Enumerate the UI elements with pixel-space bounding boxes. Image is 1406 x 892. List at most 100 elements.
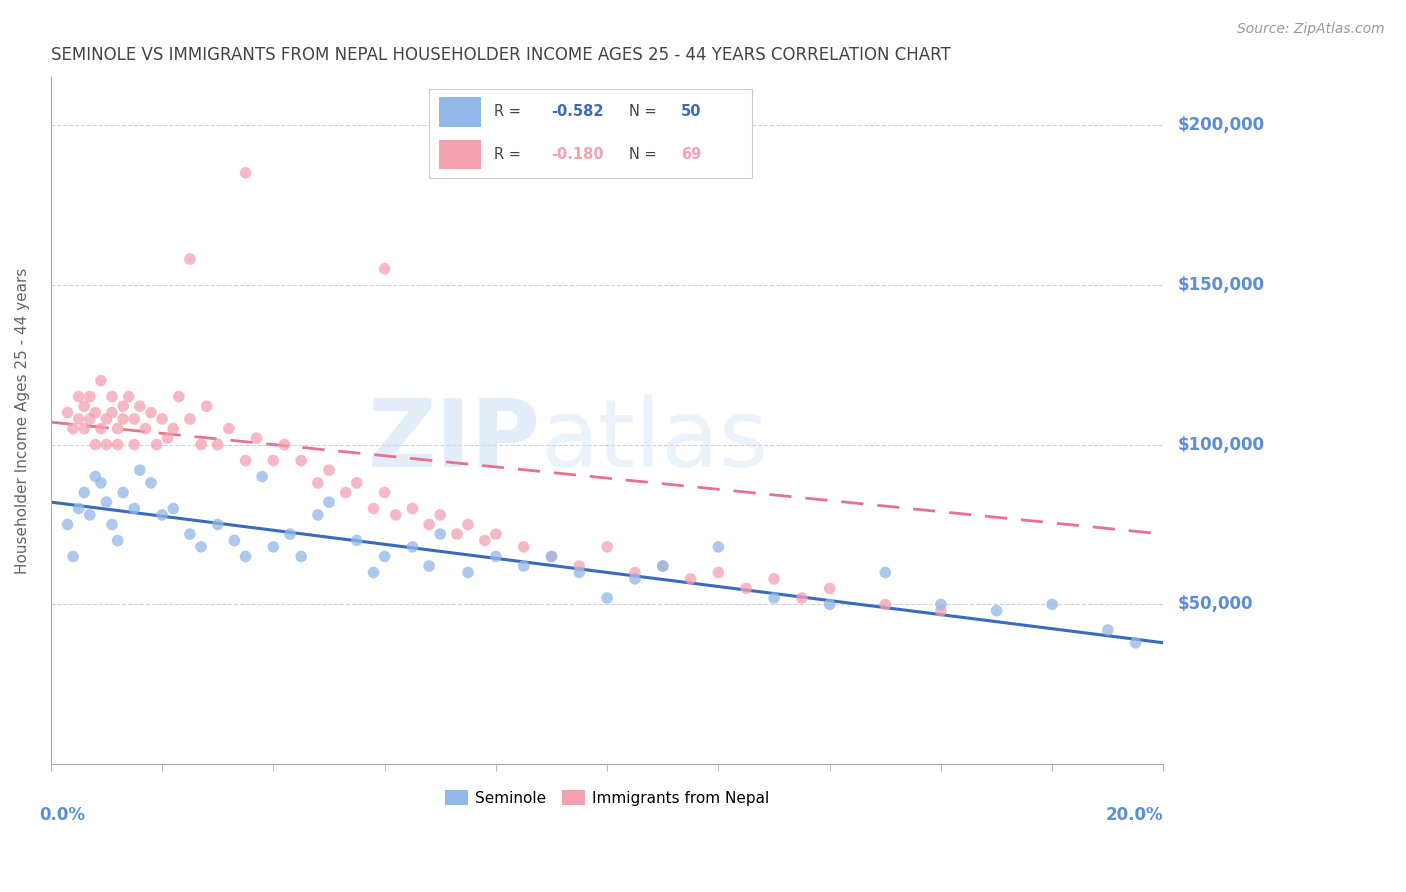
Point — [162, 421, 184, 435]
Text: $100,000: $100,000 — [1177, 435, 1264, 453]
Point — [363, 566, 385, 580]
Text: R =: R = — [494, 104, 520, 120]
Point — [1125, 636, 1147, 650]
Text: 50: 50 — [681, 104, 702, 120]
Point — [79, 390, 101, 404]
Point — [929, 598, 952, 612]
Point — [346, 533, 368, 548]
Point — [262, 453, 284, 467]
Point — [118, 390, 141, 404]
Point — [84, 469, 107, 483]
Point — [540, 549, 562, 564]
Point — [986, 604, 1008, 618]
Point — [401, 540, 423, 554]
Point — [56, 406, 79, 420]
Point — [818, 598, 841, 612]
Text: -0.180: -0.180 — [551, 147, 605, 162]
Point — [134, 421, 156, 435]
Point — [474, 533, 496, 548]
Point — [67, 412, 90, 426]
Point — [139, 406, 162, 420]
Point — [112, 399, 135, 413]
Point — [246, 431, 269, 445]
Point — [252, 469, 274, 483]
Point — [84, 437, 107, 451]
Text: -0.582: -0.582 — [551, 104, 605, 120]
Point — [79, 412, 101, 426]
Point — [128, 463, 150, 477]
Point — [707, 566, 730, 580]
Point — [735, 582, 758, 596]
Point — [195, 399, 218, 413]
Point — [707, 540, 730, 554]
Text: N =: N = — [630, 104, 657, 120]
Point — [67, 390, 90, 404]
Point — [90, 374, 112, 388]
Point — [79, 508, 101, 522]
Text: ZIP: ZIP — [367, 395, 540, 487]
Point — [150, 412, 173, 426]
Point — [96, 437, 118, 451]
Text: Source: ZipAtlas.com: Source: ZipAtlas.com — [1237, 22, 1385, 37]
Point — [457, 517, 479, 532]
Point — [418, 517, 440, 532]
Point — [56, 517, 79, 532]
Point — [112, 412, 135, 426]
Point — [875, 566, 897, 580]
Point — [624, 572, 647, 586]
Point — [90, 475, 112, 490]
Point — [790, 591, 813, 605]
Point — [190, 540, 212, 554]
Point — [429, 508, 451, 522]
Text: SEMINOLE VS IMMIGRANTS FROM NEPAL HOUSEHOLDER INCOME AGES 25 - 44 YEARS CORRELAT: SEMINOLE VS IMMIGRANTS FROM NEPAL HOUSEH… — [51, 46, 950, 64]
Point — [207, 437, 229, 451]
Point — [150, 508, 173, 522]
Point — [568, 566, 591, 580]
Point — [179, 252, 201, 266]
Point — [418, 559, 440, 574]
Point — [235, 549, 257, 564]
Point — [73, 399, 96, 413]
Point — [485, 549, 508, 564]
Point — [96, 412, 118, 426]
Point — [145, 437, 167, 451]
Point — [457, 566, 479, 580]
Point — [374, 485, 396, 500]
Point — [568, 559, 591, 574]
Point — [101, 406, 124, 420]
Point — [128, 399, 150, 413]
Point — [512, 559, 534, 574]
Point — [363, 501, 385, 516]
Point — [374, 549, 396, 564]
Text: $150,000: $150,000 — [1177, 276, 1264, 293]
Point — [429, 527, 451, 541]
Point — [1097, 623, 1119, 637]
Point — [318, 463, 340, 477]
Legend: Seminole, Immigrants from Nepal: Seminole, Immigrants from Nepal — [439, 784, 776, 812]
Point — [62, 421, 84, 435]
Point — [596, 591, 619, 605]
Point — [62, 549, 84, 564]
Bar — [439, 140, 481, 169]
Point — [679, 572, 702, 586]
Point — [101, 390, 124, 404]
Point — [124, 501, 146, 516]
Point — [218, 421, 240, 435]
Point — [624, 566, 647, 580]
Point — [90, 421, 112, 435]
Point — [290, 549, 312, 564]
Point — [124, 412, 146, 426]
Point — [651, 559, 673, 574]
Point — [278, 527, 301, 541]
Text: $200,000: $200,000 — [1177, 116, 1264, 134]
Point — [167, 390, 190, 404]
Point — [596, 540, 619, 554]
Point — [818, 582, 841, 596]
Point — [224, 533, 246, 548]
Point — [335, 485, 357, 500]
Point — [179, 527, 201, 541]
Point — [307, 508, 329, 522]
Point — [273, 437, 295, 451]
Text: 0.0%: 0.0% — [39, 805, 86, 823]
Text: $50,000: $50,000 — [1177, 596, 1253, 614]
